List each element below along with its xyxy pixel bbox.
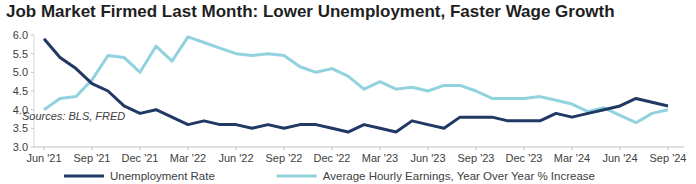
legend-swatch — [64, 175, 104, 178]
title: Job Market Firmed Last Month: Lower Unem… — [6, 2, 615, 21]
x-tick — [380, 147, 381, 150]
x-tick-label: Mar '23 — [362, 152, 398, 164]
x-tick — [188, 147, 189, 150]
x-tick-label: Sep '23 — [458, 152, 495, 164]
x-tick-label: Jun '21 — [26, 152, 61, 164]
y-tick-label: 4.5 — [13, 85, 28, 97]
legend-label: Average Hourly Earnings, Year Over Year … — [323, 170, 595, 182]
x-tick-label: Dec '21 — [122, 152, 159, 164]
x-tick-label: Jun '24 — [602, 152, 637, 164]
y-axis — [34, 35, 35, 147]
x-tick-label: Mar '24 — [554, 152, 590, 164]
x-tick — [620, 147, 621, 150]
series-line — [44, 39, 668, 132]
x-tick-label: Sep '21 — [74, 152, 111, 164]
x-tick — [572, 147, 573, 150]
x-tick-label: Jun '22 — [218, 152, 253, 164]
x-tick-label: Sep '24 — [650, 152, 687, 164]
series-group — [44, 37, 668, 132]
x-tick-label: Mar '22 — [170, 152, 206, 164]
chart: Job Market Firmed Last Month: Lower Unem… — [0, 0, 696, 184]
x-axis — [34, 147, 684, 148]
x-tick-label: Jun '23 — [410, 152, 445, 164]
x-tick — [332, 147, 333, 150]
x-tick — [668, 147, 669, 150]
x-tick-label: Dec '22 — [314, 152, 351, 164]
x-tick-label: Dec '23 — [506, 152, 543, 164]
x-tick — [524, 147, 525, 150]
y-tick-label: 3.5 — [13, 122, 28, 134]
series-line — [44, 37, 668, 123]
annotation: Sources: BLS, FRED — [22, 110, 125, 122]
y-tick-label: 5.0 — [13, 66, 28, 78]
y-tick-label: 5.5 — [13, 48, 28, 60]
legend-swatch — [277, 175, 317, 178]
x-tick — [428, 147, 429, 150]
x-tick-label: Sep '22 — [266, 152, 303, 164]
x-tick — [284, 147, 285, 150]
legend-label: Unemployment Rate — [110, 170, 215, 182]
x-tick — [236, 147, 237, 150]
x-tick — [92, 147, 93, 150]
x-tick — [476, 147, 477, 150]
x-tick — [44, 147, 45, 150]
y-tick-label: 6.0 — [13, 29, 28, 41]
x-tick — [140, 147, 141, 150]
